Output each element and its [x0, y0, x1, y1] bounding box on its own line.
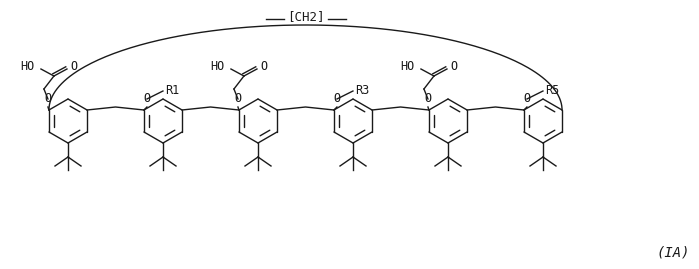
- Text: O: O: [424, 92, 431, 105]
- Text: O: O: [234, 92, 242, 105]
- Text: R1: R1: [165, 84, 179, 97]
- Text: O: O: [260, 61, 267, 73]
- Text: O: O: [44, 92, 52, 105]
- Text: O: O: [333, 92, 340, 105]
- Text: R5: R5: [545, 84, 559, 97]
- Text: O: O: [143, 92, 150, 105]
- Text: (IA): (IA): [656, 245, 690, 259]
- Text: HO: HO: [20, 61, 34, 73]
- Text: O: O: [450, 61, 457, 73]
- Text: HO: HO: [400, 61, 414, 73]
- Text: HO: HO: [210, 61, 224, 73]
- Text: O: O: [70, 61, 77, 73]
- Text: R3: R3: [355, 84, 369, 97]
- Text: [CH2]: [CH2]: [287, 10, 324, 23]
- Text: O: O: [524, 92, 531, 105]
